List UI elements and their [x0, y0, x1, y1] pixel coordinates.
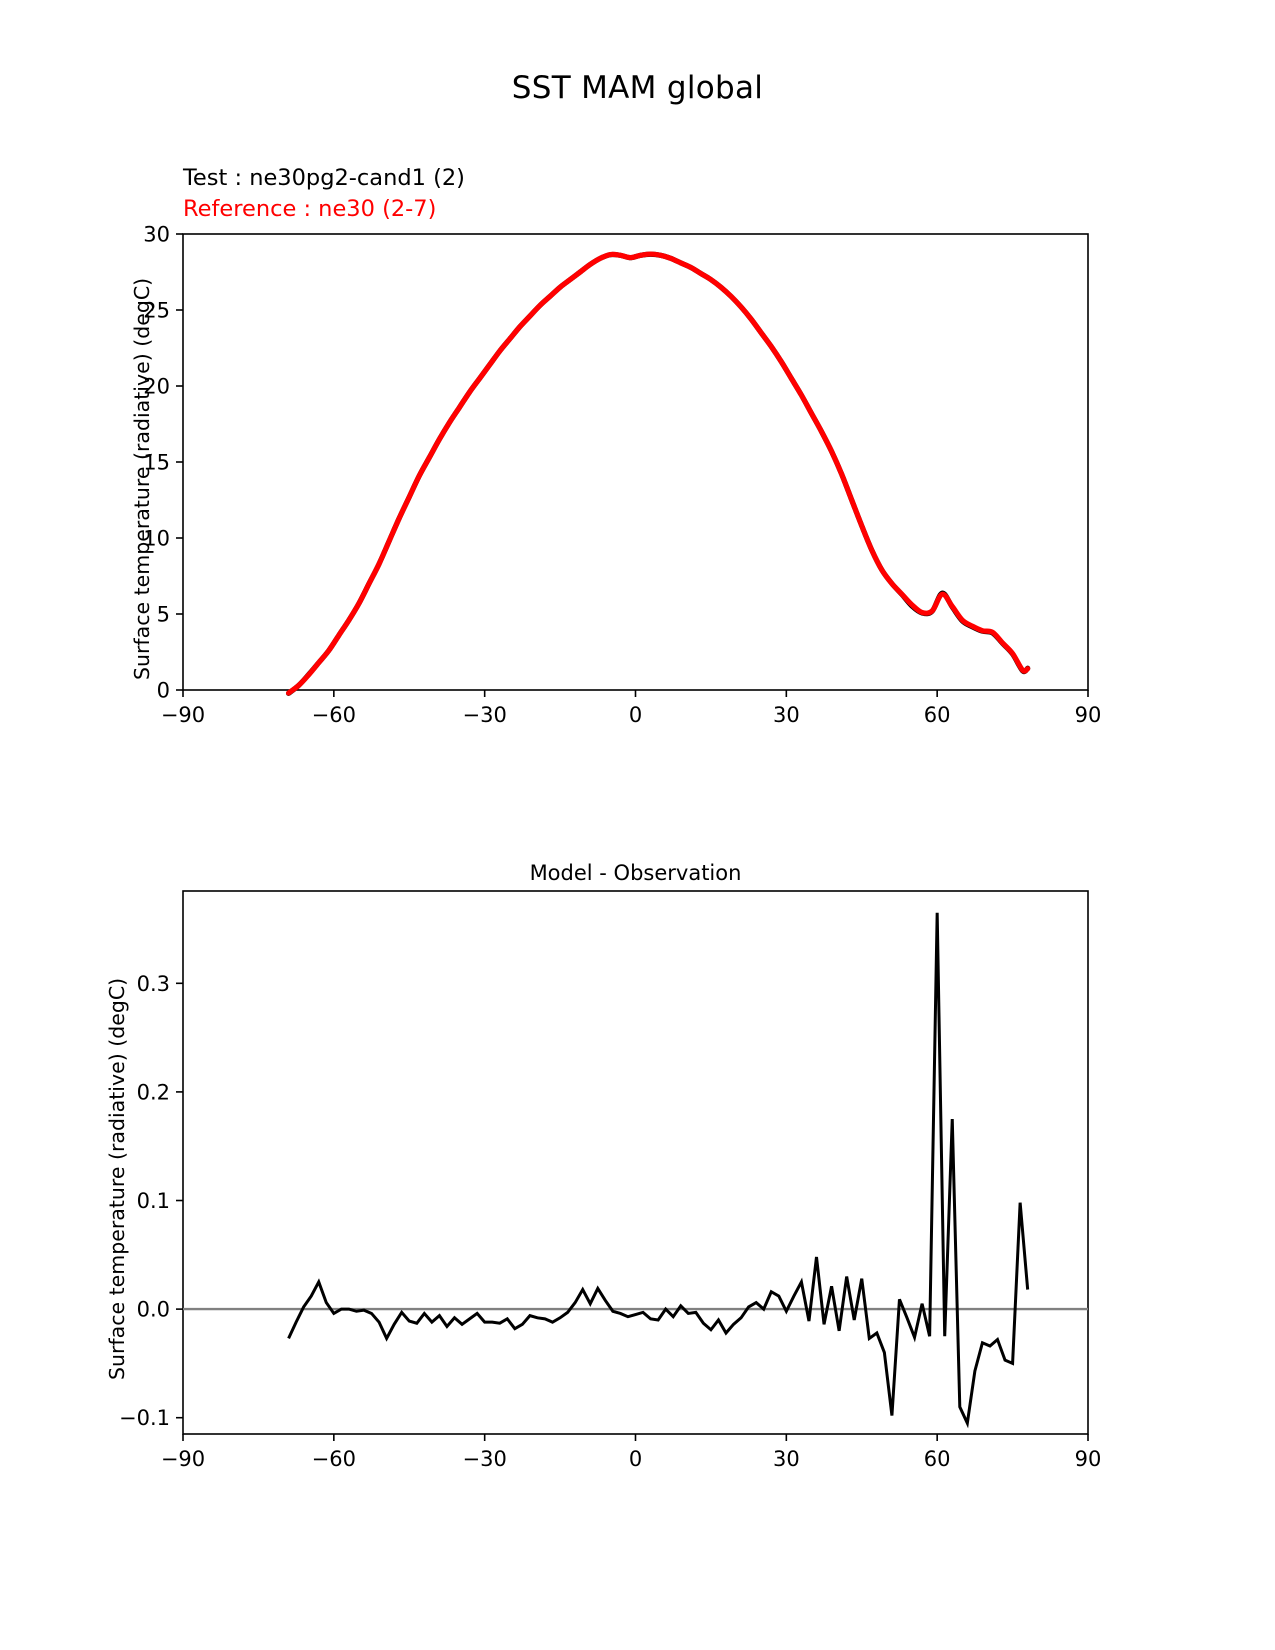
difference-panel-title: Model - Observation [529, 861, 742, 885]
y-tick-label: 10 [143, 527, 170, 551]
y-tick-label: 5 [157, 603, 170, 627]
legend-reference-label: Reference : ne30 (2-7) [183, 196, 437, 223]
x-tick-label: 60 [924, 703, 951, 727]
x-tick-label: 0 [629, 1447, 642, 1471]
y-tick-label: 20 [143, 375, 170, 399]
y-tick-label: 30 [143, 223, 170, 247]
y-tick-label: 0.1 [137, 1189, 170, 1213]
y-tick-label: 15 [143, 451, 170, 475]
x-tick-label: 30 [773, 1447, 800, 1471]
x-tick-label: 30 [773, 703, 800, 727]
x-tick-label: 90 [1075, 703, 1102, 727]
x-tick-label: −30 [463, 1447, 507, 1471]
x-tick-label: 0 [629, 703, 642, 727]
y-tick-label: 0.3 [137, 972, 170, 996]
zonal-mean-chart: −90 −60 −30 0 30 60 90 0 5 10 15 20 25 30 [143, 223, 1102, 728]
x-tick-label: −60 [312, 703, 356, 727]
x-tick-label: 60 [924, 1447, 951, 1471]
figure-suptitle: SST MAM global [511, 70, 764, 106]
y-tick-label: 0 [157, 679, 170, 703]
legend-test-label: Test : ne30pg2-cand1 (2) [183, 165, 465, 191]
x-tick-label: −30 [463, 703, 507, 727]
series-line [287, 912, 1030, 1429]
y-tick-label: 0.0 [137, 1298, 170, 1322]
y-tick-label: −0.1 [119, 1406, 170, 1430]
x-tick-label: −60 [312, 1447, 356, 1471]
legend-block: Test : ne30pg2-cand1 (2) Reference : ne3… [183, 163, 465, 225]
y-tick-label: 0.2 [137, 1080, 170, 1104]
x-tick-label: −90 [161, 703, 205, 727]
x-tick-label: 90 [1075, 1447, 1102, 1471]
series-line [285, 251, 1031, 696]
y-tick-label: 25 [143, 299, 170, 323]
x-tick-label: −90 [161, 1447, 205, 1471]
